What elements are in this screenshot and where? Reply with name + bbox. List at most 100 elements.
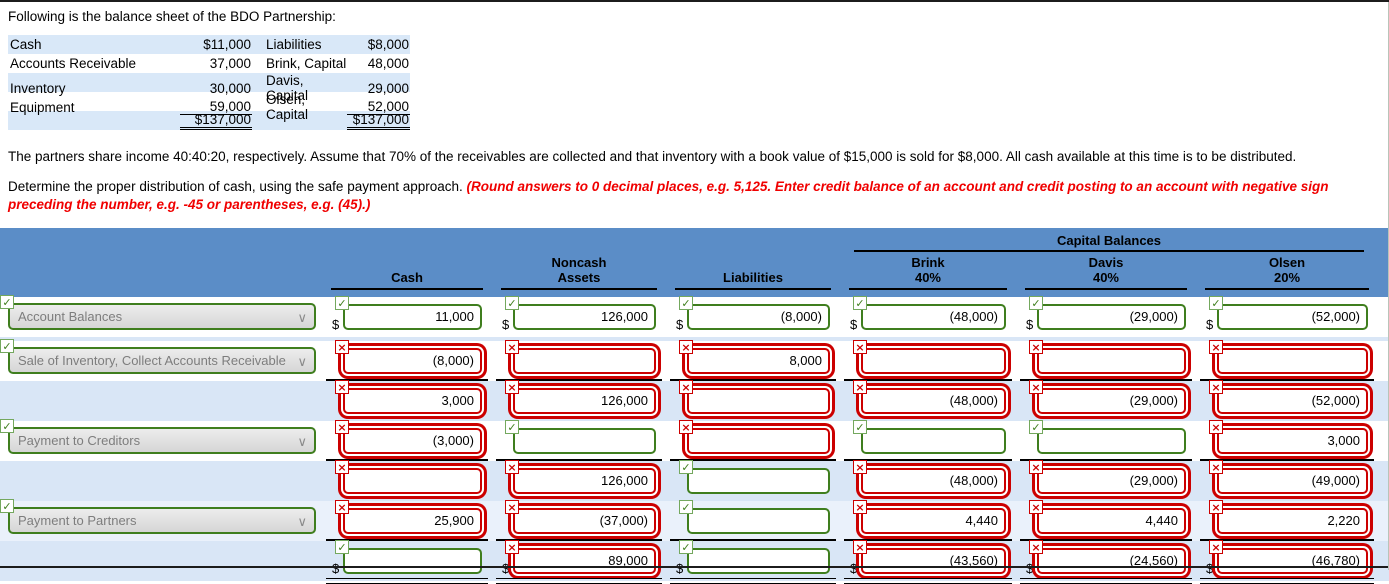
- worksheet-cell: ×: [1196, 379, 1378, 421]
- bottom-frame-line: [0, 566, 1389, 568]
- olsen-input[interactable]: [1217, 427, 1368, 454]
- cash-input[interactable]: [343, 467, 482, 494]
- worksheet-cell: ×: [840, 339, 1016, 381]
- balance-sheet-account-label: Brink, Capital: [266, 56, 347, 71]
- x-icon: ×: [335, 419, 349, 434]
- input-wrap: ×: [679, 379, 830, 414]
- instruction-rounding-note: (Round answers to 0 decimal places, e.g.…: [8, 179, 1329, 213]
- worksheet-cell: ×: [492, 379, 666, 421]
- worksheet-cell: ×: [322, 499, 492, 541]
- dollar-sign: $: [332, 560, 340, 576]
- worksheet-cell: ✓: [840, 419, 1016, 461]
- x-icon: ×: [335, 499, 349, 514]
- instruction-normal: Determine the proper distribution of cas…: [8, 179, 467, 195]
- x-icon: ×: [505, 379, 519, 394]
- balance-sheet-value: 30,000: [209, 80, 251, 96]
- davis-input[interactable]: [1037, 303, 1186, 330]
- transaction-select[interactable]: Payment to Creditors ∨: [8, 427, 316, 455]
- balance-sheet-account-label: Equipment: [10, 99, 75, 115]
- transaction-label-cell: ✓ Payment to Partners ∨: [0, 499, 322, 541]
- worksheet-cell: ×: [322, 339, 492, 381]
- transaction-select[interactable]: Payment to Partners ∨: [8, 507, 316, 535]
- x-icon: ×: [853, 499, 867, 514]
- liabilities-input[interactable]: [687, 347, 830, 374]
- transaction-select[interactable]: Sale of Inventory, Collect Accounts Rece…: [8, 347, 316, 375]
- noncash-assets-input[interactable]: [513, 427, 656, 454]
- cash-input[interactable]: [343, 387, 482, 414]
- noncash-assets-input[interactable]: [513, 467, 656, 494]
- worksheet-cell: ×: [840, 379, 1016, 421]
- worksheet-row: ✓ Sale of Inventory, Collect Accounts Rec…: [0, 339, 1389, 381]
- davis-input[interactable]: [1037, 507, 1186, 534]
- balance-sheet-row: Equipment 59,000 Olsen, Capital 52,000: [8, 92, 410, 122]
- chevron-down-icon: ∨: [297, 515, 307, 531]
- balance-sheet-value: 52,000: [347, 99, 410, 115]
- chevron-down-icon: ∨: [297, 435, 307, 451]
- transaction-select[interactable]: Account Balances ∨: [8, 303, 316, 331]
- worksheet-cell: ×: [1016, 499, 1196, 541]
- olsen-input[interactable]: [1217, 303, 1368, 330]
- input-wrap: ×: [853, 339, 1006, 374]
- capital-balances-group-header: Capital Balances: [854, 233, 1364, 252]
- balance-sheet-value-cell: 52,000: [347, 99, 410, 115]
- balance-sheet-value: $137,000: [347, 112, 410, 130]
- brink-input[interactable]: [861, 427, 1006, 454]
- liabilities-input[interactable]: [687, 467, 830, 494]
- transaction-label-cell: ✓ Sale of Inventory, Collect Accounts Rec…: [0, 339, 322, 381]
- column-header-label: Olsen 20%: [1268, 254, 1306, 286]
- x-icon: ×: [1029, 539, 1043, 554]
- olsen-input[interactable]: [1217, 507, 1368, 534]
- noncash-assets-input[interactable]: [513, 303, 656, 330]
- worksheet-cell: $ ×: [1016, 539, 1196, 584]
- olsen-input[interactable]: [1217, 347, 1368, 374]
- cash-input[interactable]: [343, 303, 482, 330]
- brink-input[interactable]: [861, 303, 1006, 330]
- dollar-sign: $: [676, 560, 684, 576]
- liabilities-input[interactable]: [687, 427, 830, 454]
- davis-input[interactable]: [1037, 387, 1186, 414]
- x-icon: ×: [1209, 459, 1223, 474]
- liabilities-input[interactable]: [687, 387, 830, 414]
- noncash-assets-input[interactable]: [513, 347, 656, 374]
- brink-input[interactable]: [861, 507, 1006, 534]
- worksheet-cell: ×: [492, 499, 666, 541]
- worksheet-cell: ×: [1196, 499, 1378, 541]
- dollar-sign: $: [1206, 560, 1214, 576]
- dollar-sign: $: [850, 560, 858, 576]
- olsen-input[interactable]: [1217, 467, 1368, 494]
- dollar-sign: $: [1026, 316, 1034, 332]
- dollar-sign: $: [850, 316, 858, 332]
- worksheet-cell: $ ✓: [666, 295, 840, 337]
- cash-input[interactable]: [343, 347, 482, 374]
- liabilities-input[interactable]: [687, 507, 830, 534]
- worksheet-cell: $ ✓: [1196, 295, 1378, 337]
- brink-input[interactable]: [861, 467, 1006, 494]
- worksheet-cell: ✓: [492, 419, 666, 461]
- cash-input[interactable]: [343, 507, 482, 534]
- davis-input[interactable]: [1037, 347, 1186, 374]
- column-header-cash: Cash: [322, 255, 492, 290]
- balance-sheet-row: Accounts Receivable 37,000 Brink, Capital 4…: [8, 54, 410, 73]
- brink-input[interactable]: [861, 347, 1006, 374]
- worksheet-cell: ×: [492, 459, 666, 501]
- input-wrap: ✓: [679, 459, 830, 494]
- input-wrap: ×: [1029, 499, 1186, 534]
- noncash-assets-input[interactable]: [513, 507, 656, 534]
- x-icon: ×: [1209, 499, 1223, 514]
- worksheet-cell: $ ✓: [666, 539, 840, 584]
- problem-text: The partners share income 40:40:20, resp…: [8, 149, 1297, 164]
- olsen-input[interactable]: [1217, 387, 1368, 414]
- brink-input[interactable]: [861, 387, 1006, 414]
- davis-input[interactable]: [1037, 427, 1186, 454]
- page-title: Following is the balance sheet of the BD…: [8, 9, 336, 24]
- input-wrap: ×: [853, 379, 1006, 414]
- transaction-label-cell: [0, 381, 322, 421]
- transaction-select-wrap: ✓ Account Balances ∨: [0, 295, 316, 331]
- worksheet-cell: ×: [322, 379, 492, 421]
- liabilities-input[interactable]: [687, 303, 830, 330]
- davis-input[interactable]: [1037, 467, 1186, 494]
- cash-input[interactable]: [343, 427, 482, 454]
- noncash-assets-input[interactable]: [513, 387, 656, 414]
- input-wrap: ×: [853, 499, 1006, 534]
- input-wrap: ×: [679, 339, 830, 374]
